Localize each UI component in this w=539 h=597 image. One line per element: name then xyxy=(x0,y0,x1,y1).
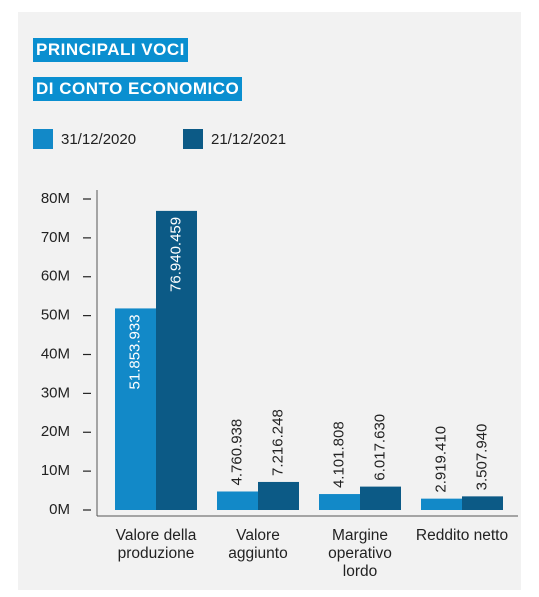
data-label: 4.101.808 xyxy=(330,421,347,488)
x-tick-label: Reddito netto xyxy=(415,527,509,544)
data-label: 51.853.933 xyxy=(126,314,143,389)
y-tick-label: 80M xyxy=(41,190,70,207)
data-label: 7.216.248 xyxy=(269,409,286,476)
bar xyxy=(115,308,156,510)
x-tick-label: Margine operativo lordo xyxy=(328,527,392,580)
y-tick-label: 10M xyxy=(41,462,70,479)
data-label: 6.017.630 xyxy=(371,414,388,481)
y-tick-label: 60M xyxy=(41,268,70,285)
data-label: 2.919.410 xyxy=(432,426,449,493)
bar xyxy=(156,210,197,510)
bar xyxy=(360,486,401,510)
data-label: 76.940.459 xyxy=(167,217,184,292)
bar xyxy=(319,494,360,510)
title-line: DI CONTO ECONOMICO xyxy=(33,77,243,101)
legend-label: 31/12/2020 xyxy=(61,131,136,148)
bar xyxy=(421,498,462,510)
y-tick-label: 50M xyxy=(41,307,70,324)
bar xyxy=(217,491,258,510)
bar xyxy=(258,481,299,510)
legend-swatch xyxy=(183,129,203,149)
y-tick-label: 40M xyxy=(41,345,70,362)
legend-swatch xyxy=(33,129,53,149)
x-tick-label: Valore aggiunto xyxy=(228,527,288,562)
x-tick-label: Valore della produzione xyxy=(115,527,197,562)
y-tick-label: 30M xyxy=(41,384,70,401)
bar xyxy=(462,496,503,510)
y-tick-label: 70M xyxy=(41,229,70,246)
data-label: 4.760.938 xyxy=(228,419,245,486)
y-tick-label: 20M xyxy=(41,423,70,440)
legend-label: 21/12/2021 xyxy=(211,131,286,148)
title-line: PRINCIPALI VOCI xyxy=(33,38,188,62)
y-tick-label: 0M xyxy=(49,501,70,518)
data-label: 3.507.940 xyxy=(473,424,490,491)
